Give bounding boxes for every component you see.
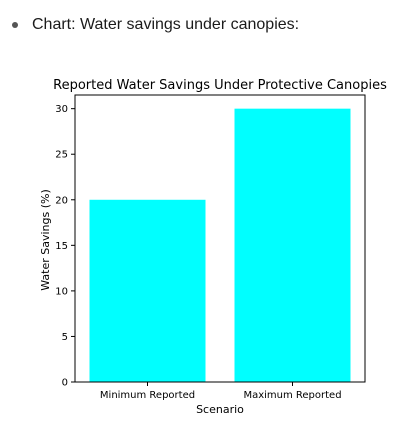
bullet-item: Chart: Water savings under canopies:: [12, 16, 299, 34]
bullet-dot-icon: [12, 22, 18, 28]
y-axis-label: Water Savings (%): [39, 189, 52, 291]
y-ticks-group: 0 5 10 15 20 25 30: [55, 104, 75, 389]
y-tick-label: 20: [55, 195, 68, 206]
plot-frame: [74, 94, 366, 383]
chart-title: Reported Water Savings Under Protective …: [53, 78, 387, 93]
y-tick-label: 5: [62, 332, 68, 343]
bar-minimum-reported: [89, 199, 206, 382]
x-tick-label: Maximum Reported: [243, 390, 341, 401]
y-tick-label: 0: [62, 378, 68, 389]
y-tick-label: 25: [55, 150, 68, 161]
x-axis-label: Scenario: [196, 403, 244, 416]
bar-maximum-reported: [234, 108, 351, 383]
y-tick-label: 30: [55, 104, 68, 115]
y-tick-label: 10: [55, 286, 68, 297]
y-tick-label: 15: [55, 241, 68, 252]
x-tick-label: Minimum Reported: [100, 390, 195, 401]
x-ticks-group: Minimum Reported Maximum Reported: [100, 382, 342, 401]
bars-group: [89, 108, 351, 383]
bullet-text: Chart: Water savings under canopies:: [32, 16, 300, 33]
